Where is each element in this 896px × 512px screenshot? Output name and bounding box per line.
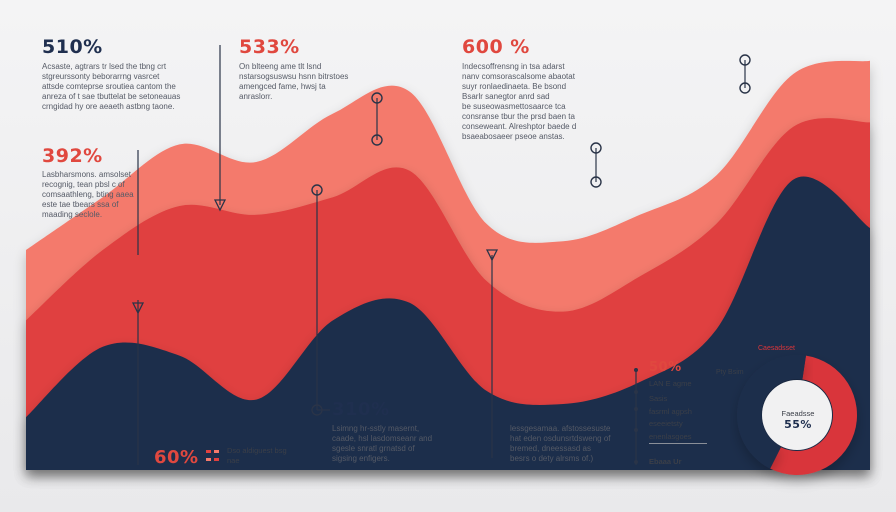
legend-swatch-3: [206, 458, 211, 461]
stat-50-item-1: LAN E agme: [649, 379, 692, 388]
donut-slice-2: [737, 355, 806, 469]
marker-dot-2: [634, 390, 638, 394]
stat-310: 310%: [332, 399, 390, 420]
stat-50-item-4: eseeietsty: [649, 419, 683, 428]
note-text: lessgesamaa. afstossesuste hat eden osdu…: [510, 424, 611, 463]
marker-base-5: [371, 134, 383, 146]
stat-510-text: Acsaste, agtrars tr lsed the tbng crt st…: [42, 62, 181, 111]
stat-533-text: On blteeng ame tlt lsnd nstarsogsuswsu h…: [239, 62, 349, 101]
marker-base-8: [739, 82, 751, 94]
stat-60-item-1: Dso aldiguest bsg: [227, 446, 287, 455]
marker-dot-4: [634, 428, 638, 432]
stat-50-item-5: enenlasgoes: [649, 432, 692, 441]
legend-swatch-4: [214, 458, 219, 461]
donut-center-label: Faeadsse: [781, 409, 815, 418]
donut-slice-1: [770, 355, 857, 475]
donut-left-label: Pty Bsim: [716, 369, 744, 376]
stat-50: 50%: [649, 360, 682, 375]
legend-swatch-2: [214, 450, 219, 453]
stat-510: 510%: [42, 36, 103, 58]
stat-60-item-2: nae: [227, 456, 240, 465]
stat-533: 533%: [239, 36, 300, 58]
stat-60: 60%: [154, 447, 199, 468]
stat-50-item-2: Sasis: [649, 394, 668, 403]
stat-310-text: Lsimng hr-sstly masernt, caade, hsl lasd…: [332, 424, 433, 463]
donut-center-value: 55%: [784, 418, 812, 431]
stat-50-item-3: fasrml agpsh: [649, 407, 692, 416]
marker-pin-5: [371, 92, 383, 104]
marker-pin-8: [739, 54, 751, 66]
marker-triangle-1: [213, 199, 227, 212]
legend-swatch-1: [206, 450, 211, 453]
stat-392: 392%: [42, 145, 103, 167]
marker-triangle-3: [131, 302, 145, 315]
stat-50-item-6: Ebaaa Ur: [649, 457, 682, 466]
marker-pin-4: [311, 184, 323, 196]
marker-pin-7: [590, 142, 602, 154]
area-layer-3: [26, 176, 870, 470]
stat-600: 600 %: [462, 36, 530, 58]
donut-outer-label: Caesadsset: [758, 345, 795, 352]
marker-triangle-6: [485, 249, 499, 262]
donut-chart: [737, 355, 857, 475]
stat-50-rule: [649, 443, 707, 444]
marker-base-7: [590, 176, 602, 188]
marker-dot-5: [634, 460, 638, 464]
donut-hole: [762, 380, 832, 450]
stat-392-text: Lasbharsmons. amsolset recognig, tean pb…: [42, 170, 134, 219]
marker-dot-3: [634, 407, 638, 411]
stat-600-text: Indecsoffrensng in tsa adarst nanv comso…: [462, 62, 577, 141]
marker-dot-1: [634, 368, 638, 372]
